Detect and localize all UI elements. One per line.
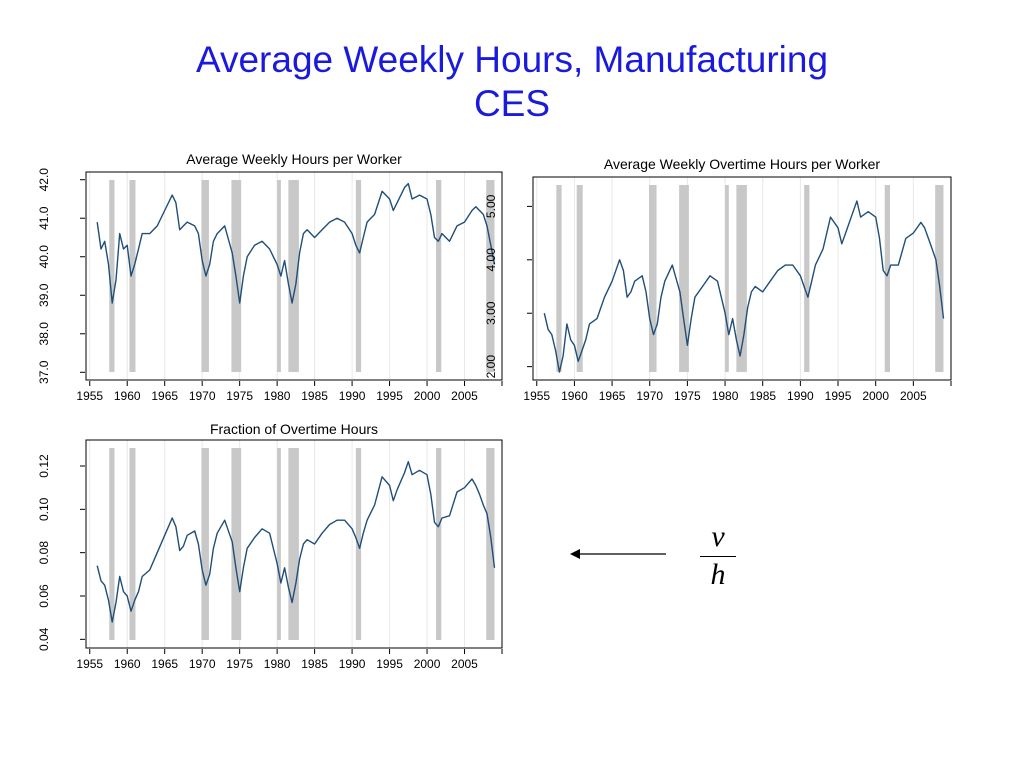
x-tick-label-2-5: 1980 bbox=[264, 657, 291, 671]
y-tick-label-0-5: 42.0 bbox=[37, 168, 51, 192]
recession-band-0-5 bbox=[288, 180, 299, 372]
recession-band-2-8 bbox=[486, 448, 495, 640]
y-tick-label-2-3: 0.10 bbox=[37, 497, 51, 521]
recession-band-0-4 bbox=[277, 180, 281, 372]
y-tick-label-0-3: 40.0 bbox=[37, 245, 51, 269]
series-line-0 bbox=[96, 182, 496, 304]
chart-title-0: Average Weekly Hours per Worker bbox=[186, 151, 402, 167]
x-tick-label-1-6: 1985 bbox=[749, 389, 776, 403]
recession-band-1-5 bbox=[736, 185, 747, 372]
recession-band-1-0 bbox=[556, 185, 562, 372]
y-tick-label-2-2: 0.08 bbox=[37, 541, 51, 565]
recession-band-0-0 bbox=[109, 180, 115, 372]
y-tick-label-2-0: 0.04 bbox=[37, 627, 51, 651]
x-tick-label-0-4: 1975 bbox=[226, 389, 253, 403]
recession-band-1-6 bbox=[804, 185, 810, 372]
recession-band-2-4 bbox=[277, 448, 281, 640]
plot-frame-2 bbox=[85, 439, 503, 649]
x-tick-label-1-0: 1955 bbox=[523, 389, 550, 403]
recession-band-2-2 bbox=[201, 448, 209, 640]
recession-band-0-6 bbox=[355, 180, 362, 372]
fraction-numerator: v bbox=[711, 520, 725, 553]
x-tick-label-1-1: 1960 bbox=[561, 389, 588, 403]
x-tick-label-0-5: 1980 bbox=[264, 389, 291, 403]
recession-band-2-5 bbox=[288, 448, 299, 640]
recession-band-1-7 bbox=[884, 185, 890, 372]
x-tick-label-2-3: 1970 bbox=[189, 657, 216, 671]
fraction-denominator: h bbox=[710, 558, 726, 592]
x-tick-label-0-0: 1955 bbox=[76, 389, 103, 403]
recession-band-0-8 bbox=[486, 180, 495, 372]
x-tick-label-0-2: 1965 bbox=[151, 389, 178, 403]
recession-band-1-3 bbox=[679, 185, 689, 372]
x-tick-label-0-9: 2000 bbox=[414, 389, 441, 403]
series-line-1 bbox=[543, 200, 945, 373]
y-tick-label-1-3: 5.00 bbox=[484, 194, 498, 218]
y-tick-label-0-4: 41.0 bbox=[37, 206, 51, 230]
recession-band-0-1 bbox=[129, 180, 136, 372]
y-tick-label-1-1: 3.00 bbox=[484, 301, 498, 325]
x-tick-label-2-7: 1990 bbox=[339, 657, 366, 671]
y-tick-label-1-0: 2.00 bbox=[484, 355, 498, 379]
series-line-2 bbox=[96, 461, 496, 623]
x-tick-label-1-5: 1980 bbox=[712, 389, 739, 403]
y-tick-label-0-1: 38.0 bbox=[37, 322, 51, 346]
slide-title-line-1: Average Weekly Hours, Manufacturing bbox=[195, 39, 829, 80]
chart-title-2: Fraction of Overtime Hours bbox=[210, 421, 378, 437]
y-tick-label-1-2: 4.00 bbox=[484, 248, 498, 272]
recession-band-2-1 bbox=[129, 448, 136, 640]
y-tick-label-0-0: 37.0 bbox=[37, 360, 51, 384]
x-tick-label-2-9: 2000 bbox=[414, 657, 441, 671]
x-tick-label-0-6: 1985 bbox=[301, 389, 328, 403]
x-tick-label-2-4: 1975 bbox=[226, 657, 253, 671]
plot-frame-0 bbox=[85, 171, 503, 381]
x-tick-label-2-0: 1955 bbox=[76, 657, 103, 671]
x-tick-label-2-2: 1965 bbox=[151, 657, 178, 671]
x-tick-label-1-7: 1990 bbox=[787, 389, 814, 403]
x-tick-label-0-1: 1960 bbox=[114, 389, 141, 403]
x-tick-label-1-10: 2005 bbox=[900, 389, 927, 403]
recession-band-1-4 bbox=[725, 185, 729, 372]
recession-band-1-1 bbox=[576, 185, 583, 372]
x-tick-label-1-4: 1975 bbox=[674, 389, 701, 403]
y-tick-label-0-2: 39.0 bbox=[37, 283, 51, 307]
recession-band-1-8 bbox=[935, 185, 944, 372]
x-tick-label-1-8: 1995 bbox=[825, 389, 852, 403]
arrow-left-icon bbox=[570, 549, 666, 559]
x-tick-label-2-1: 1960 bbox=[114, 657, 141, 671]
x-tick-label-1-3: 1970 bbox=[636, 389, 663, 403]
recession-band-2-0 bbox=[109, 448, 115, 640]
y-tick-label-2-4: 0.12 bbox=[37, 454, 51, 478]
x-tick-label-1-9: 2000 bbox=[862, 389, 889, 403]
fraction-bar bbox=[700, 556, 736, 558]
recession-band-2-7 bbox=[436, 448, 442, 640]
x-tick-label-2-8: 1995 bbox=[376, 657, 403, 671]
y-tick-label-2-1: 0.06 bbox=[37, 584, 51, 608]
x-tick-label-0-8: 1995 bbox=[376, 389, 403, 403]
fraction-v-over-h: v h bbox=[696, 520, 740, 593]
x-tick-label-2-10: 2005 bbox=[451, 657, 478, 671]
recession-band-0-2 bbox=[201, 180, 209, 372]
x-tick-label-0-10: 2005 bbox=[451, 389, 478, 403]
recession-band-1-2 bbox=[648, 185, 657, 372]
chart-title-1: Average Weekly Overtime Hours per Worker bbox=[604, 156, 881, 172]
recession-band-2-3 bbox=[231, 448, 242, 640]
slide-title-line-2: CES bbox=[473, 83, 551, 124]
x-tick-label-0-3: 1970 bbox=[189, 389, 216, 403]
x-tick-label-1-2: 1965 bbox=[599, 389, 626, 403]
x-tick-label-2-6: 1985 bbox=[301, 657, 328, 671]
x-tick-label-0-7: 1990 bbox=[339, 389, 366, 403]
plot-frame-1 bbox=[532, 176, 952, 381]
recession-band-0-7 bbox=[436, 180, 442, 372]
